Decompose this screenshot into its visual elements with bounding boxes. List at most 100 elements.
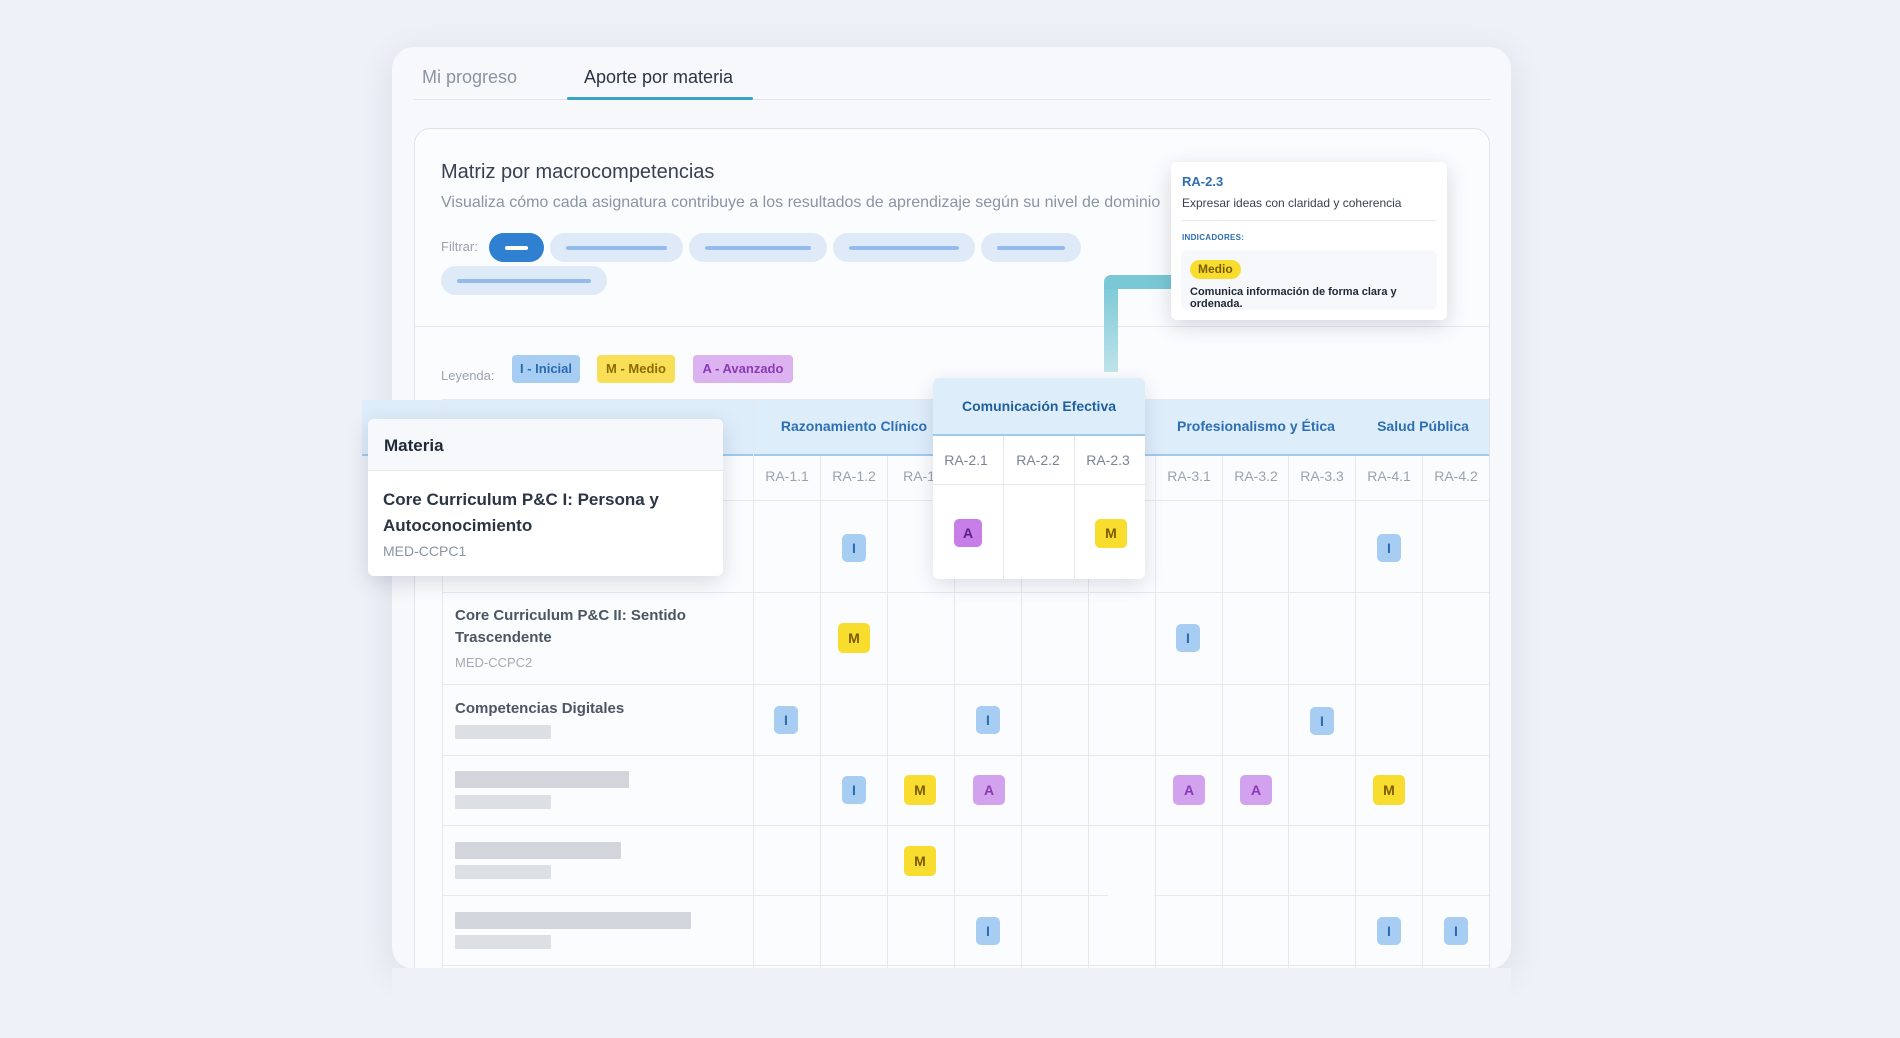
grid-line <box>1003 436 1004 579</box>
highlighted-column-comunicacion: Comunicación Efectiva RA-2.1 RA-2.2 RA-2… <box>933 378 1145 579</box>
level-badge-initial[interactable]: I <box>774 706 798 734</box>
placeholder-bar <box>455 842 621 859</box>
level-badge-advanced[interactable]: A <box>973 775 1005 805</box>
legend-label: Leyenda: <box>441 368 495 383</box>
level-badge-medium[interactable]: M <box>904 775 936 805</box>
level-badge-medium[interactable]: M <box>1373 775 1405 805</box>
column-header: RA-3.3 <box>1300 468 1344 484</box>
level-badge-initial[interactable]: I <box>1377 534 1401 562</box>
page-bottom-fade <box>392 968 1511 1038</box>
column-header: RA-2.3 <box>1086 452 1130 468</box>
grid-line <box>1222 456 1223 969</box>
grid-line <box>443 592 1489 593</box>
level-badge-initial[interactable]: I <box>1377 917 1401 945</box>
grid-line <box>443 684 1489 685</box>
active-tab-indicator <box>567 97 753 100</box>
row-title: Core Curriculum P&C II: Sentido Trascend… <box>455 607 686 646</box>
level-badge-medium[interactable]: M <box>838 623 870 653</box>
level-badge-initial[interactable]: I <box>976 706 1000 734</box>
level-badge-initial[interactable]: I <box>842 534 866 562</box>
group-header-razonamiento: Razonamiento Clínico <box>780 418 928 434</box>
group-header-divider <box>362 454 1489 456</box>
tooltip-level-badge: Medio <box>1190 260 1241 279</box>
filter-chip[interactable] <box>550 233 683 262</box>
grid-line <box>1155 456 1156 969</box>
grid-line <box>1355 456 1356 969</box>
filter-chip-active[interactable] <box>489 233 544 262</box>
grid-line <box>1088 456 1089 969</box>
level-badge-medium[interactable]: M <box>904 846 936 876</box>
column-header: RA-3.2 <box>1234 468 1278 484</box>
column-header: RA-2.1 <box>944 452 988 468</box>
grid-line <box>1021 456 1022 969</box>
group-header-profesionalismo: Profesionalismo y Ética <box>1177 418 1335 434</box>
grid-line <box>443 755 1489 756</box>
grid-line <box>933 484 1145 485</box>
card-subtitle: Visualiza cómo cada asignatura contribuy… <box>441 194 1161 211</box>
materia-header: Materia <box>368 419 723 471</box>
placeholder-bar <box>455 795 551 809</box>
tooltip-connector <box>1104 275 1178 289</box>
level-badge-medium[interactable]: M <box>1095 519 1127 548</box>
tooltip-indicator-box: Medio Comunica información de forma clar… <box>1181 250 1437 310</box>
materia-header-label: Materia <box>384 436 444 455</box>
placeholder-bar <box>455 912 691 929</box>
level-badge-advanced[interactable]: A <box>1173 775 1205 805</box>
filter-chip[interactable] <box>981 233 1081 262</box>
level-badge-initial[interactable]: I <box>842 776 866 804</box>
placeholder-bar <box>455 725 551 739</box>
legend-medium: M - Medio <box>597 355 675 383</box>
tooltip-indicators-label: INDICADORES: <box>1182 233 1245 242</box>
grid-line <box>442 399 443 969</box>
level-badge-initial[interactable]: I <box>976 917 1000 945</box>
filter-chip[interactable] <box>441 266 607 295</box>
tab-mi-progreso[interactable]: Mi progreso <box>422 67 518 87</box>
tooltip-code: RA-2.3 <box>1182 174 1224 189</box>
row-title: Competencias Digitales <box>455 700 625 717</box>
column-header: RA-3.1 <box>1167 468 1211 484</box>
placeholder-bar <box>455 865 551 879</box>
tooltip-indicator-text: Comunica información de forma clara y or… <box>1190 286 1397 310</box>
cell-highlight-gap <box>1108 840 1154 896</box>
grid-line <box>820 456 821 969</box>
level-badge-initial[interactable]: I <box>1310 707 1334 735</box>
column-header: RA-1.2 <box>832 468 876 484</box>
tab-aporte-por-materia[interactable]: Aporte por materia <box>584 67 734 87</box>
group-header-comunicacion[interactable]: Comunicación Efectiva <box>961 398 1117 414</box>
legend-initial: I - Inicial <box>512 355 580 383</box>
grid-line <box>954 456 955 969</box>
level-badge-initial[interactable]: I <box>1176 624 1200 652</box>
card-title: Matriz por macrocompetencias <box>441 161 715 183</box>
column-header: RA-2.2 <box>1016 452 1060 468</box>
grid-line <box>443 895 1489 896</box>
column-header: RA-1. <box>903 468 939 484</box>
materia-popup: Materia Core Curriculum P&C I: Persona y… <box>368 419 723 576</box>
grid-line <box>443 965 1489 966</box>
column-header: RA-1.1 <box>765 468 809 484</box>
level-badge-initial[interactable]: I <box>1444 917 1468 945</box>
filter-chip[interactable] <box>833 233 975 262</box>
grid-line <box>1422 456 1423 969</box>
grid-line <box>443 825 1489 826</box>
materia-code: MED-CCPC1 <box>383 543 467 559</box>
grid-line <box>887 456 888 969</box>
placeholder-bar <box>455 771 629 788</box>
level-badge-advanced[interactable]: A <box>954 519 982 547</box>
materia-title: Core Curriculum P&C I: Persona y Autocon… <box>383 490 659 535</box>
tab-bar: Mi progreso Aporte por materia <box>414 47 1490 100</box>
ra-tooltip: RA-2.3 Expresar ideas con claridad y coh… <box>1171 162 1447 320</box>
filter-label: Filtrar: <box>441 239 478 254</box>
grid-line <box>1074 436 1075 579</box>
divider <box>415 326 1489 327</box>
group-header-salud-publica: Salud Pública <box>1377 418 1469 434</box>
level-badge-advanced[interactable]: A <box>1240 775 1272 805</box>
legend-advanced: A - Avanzado <box>693 355 793 383</box>
group-header-highlight: Comunicación Efectiva <box>933 378 1145 436</box>
filter-chip[interactable] <box>689 233 827 262</box>
column-header: RA-4.2 <box>1434 468 1478 484</box>
tooltip-connector <box>1104 282 1118 372</box>
row-code: MED-CCPC2 <box>455 655 533 670</box>
divider <box>1182 220 1436 221</box>
grid-line <box>1288 456 1289 969</box>
placeholder-bar <box>455 935 551 949</box>
